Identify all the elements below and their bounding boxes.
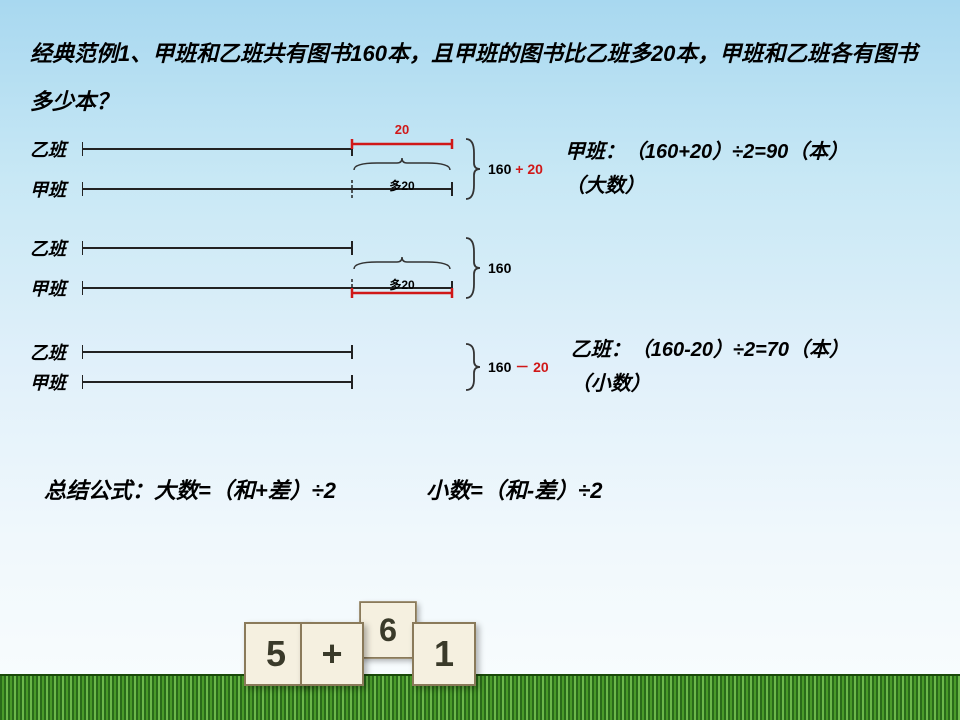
- extra-brace: 多20: [352, 257, 452, 293]
- dice-5: 5: [244, 622, 308, 686]
- jia-label: 甲班: [30, 176, 82, 202]
- extra-brace: 多20: [352, 158, 452, 194]
- dice-blocks: 5+61: [248, 622, 472, 686]
- dice-6: 6: [359, 601, 417, 659]
- diagram-1: 乙班 多20 甲班 160: [30, 235, 930, 301]
- formula-big: 总结公式：大数=（和+差）÷2: [44, 473, 336, 505]
- yi-label: 乙班: [30, 235, 82, 261]
- sum-brace: [460, 137, 484, 201]
- sum-label: 160 + 20: [488, 161, 543, 177]
- sum-brace: [460, 342, 484, 392]
- sum-label: 160 － 20: [488, 357, 549, 377]
- yi-label: 乙班: [30, 339, 82, 365]
- yi-label: 乙班: [30, 136, 82, 162]
- formula-row: 总结公式：大数=（和+差）÷2 小数=（和-差）÷2: [30, 473, 930, 505]
- extra-20-label: 20: [352, 122, 452, 137]
- formula-small: 小数=（和-差）÷2: [426, 473, 602, 505]
- dice-+: +: [300, 622, 364, 686]
- jia-label: 甲班: [30, 275, 82, 301]
- grass-footer: [0, 674, 960, 720]
- dice-1: 1: [412, 622, 476, 686]
- sum-brace: [460, 236, 484, 300]
- diagram-0: 20 乙班 多20 甲班 160 + 20 甲班：（160+20）÷2=90（本…: [30, 135, 930, 203]
- jia-label: 甲班: [30, 369, 82, 395]
- diagram-2: 乙班 甲班 160 － 20 乙班：（160-20）÷2=70（本）（小数）: [30, 333, 930, 401]
- calc-2: 乙班：（160-20）÷2=70（本）（小数）: [571, 333, 849, 401]
- calc-0: 甲班：（160+20）÷2=90（本）（大数）: [565, 135, 848, 203]
- sum-label: 160: [488, 260, 511, 276]
- problem-text: 经典范例1、甲班和乙班共有图书160本，且甲班的图书比乙班多20本，甲班和乙班各…: [30, 30, 930, 127]
